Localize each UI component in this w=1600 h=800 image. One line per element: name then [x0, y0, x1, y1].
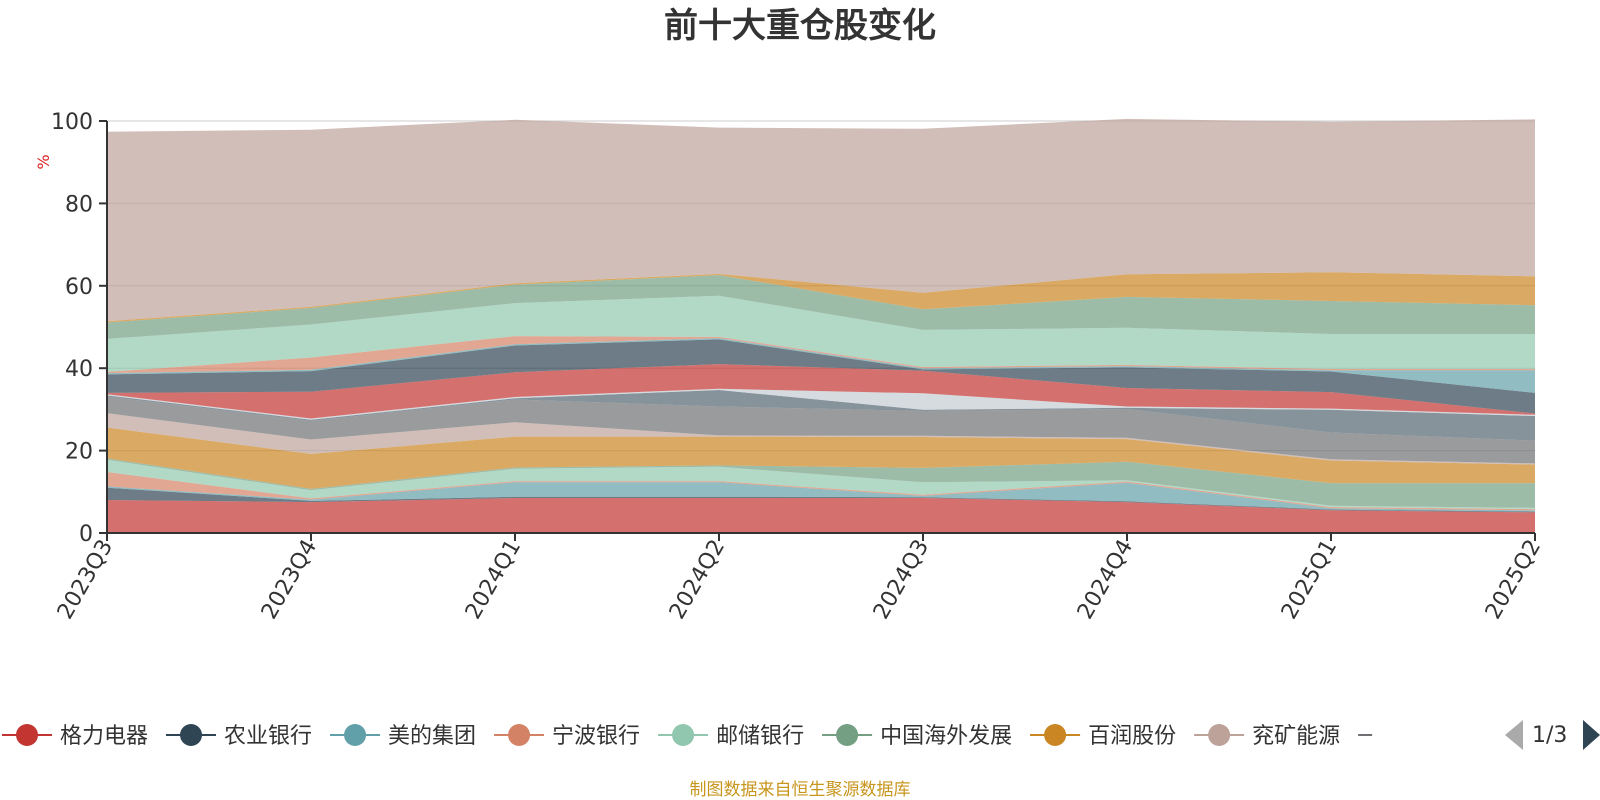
legend-marker-icon — [836, 724, 859, 746]
area-series-11 — [107, 364, 1535, 419]
legend-next-arrow-icon[interactable] — [1583, 720, 1600, 750]
legend-marker-icon — [16, 724, 38, 746]
area-series-1 — [107, 487, 1535, 513]
area-series-12 — [107, 339, 1535, 414]
x-tick-label: 2024Q1 — [461, 536, 526, 624]
legend-marker-icon — [508, 724, 531, 746]
legend-item[interactable]: 格力电器 — [2, 724, 148, 749]
area-series-14 — [107, 336, 1535, 374]
area-series-13 — [107, 338, 1535, 393]
x-tick-label: 2024Q2 — [665, 536, 730, 624]
x-tick-label: 2025Q2 — [1481, 536, 1546, 624]
area-series-4 — [107, 459, 1535, 510]
legend-label: 农业银行 — [224, 724, 312, 749]
x-tick-label: 2024Q3 — [869, 536, 934, 624]
area-series-18 — [107, 118, 1535, 322]
chart-title: 前十大重仓股变化 — [664, 6, 936, 46]
x-tick-label: 2023Q3 — [53, 536, 118, 624]
y-axis-unit: % — [34, 154, 53, 169]
area-series-9 — [107, 390, 1535, 441]
legend-label: 兖矿能源 — [1252, 724, 1340, 749]
y-tick-label: 20 — [65, 440, 93, 465]
x-tick-label: 2025Q1 — [1277, 536, 1342, 624]
area-series-16 — [107, 275, 1535, 339]
y-tick-label: 80 — [65, 192, 93, 217]
legend-marker-icon — [344, 724, 367, 746]
area-series-8 — [107, 396, 1535, 464]
legend: 格力电器 农业银行 美的集团 宁波银行 邮储银行 中国海外发展 百润股份 兖矿能源 — [2, 724, 1373, 749]
area-series-2 — [107, 482, 1535, 512]
area-series-6 — [107, 427, 1535, 489]
legend-item[interactable]: 农业银行 — [166, 724, 312, 749]
legend-item[interactable]: 宁波银行 — [494, 724, 640, 749]
area-series-10 — [107, 388, 1535, 420]
data-source-note: 制图数据来自恒生聚源数据库 — [690, 780, 911, 800]
y-tick-label: 60 — [65, 275, 93, 300]
area-series-0 — [107, 498, 1535, 533]
legend-item[interactable]: 百润股份 — [1030, 724, 1176, 749]
legend-marker-icon — [180, 724, 203, 746]
legend-label: 格力电器 — [60, 724, 148, 749]
legend-page-indicator: 1/3 — [1532, 723, 1567, 748]
x-tick-label: 2023Q4 — [257, 536, 322, 624]
area-series-7 — [107, 413, 1535, 465]
y-tick-label: 0 — [79, 522, 93, 547]
legend-item[interactable]: 兖矿能源 — [1194, 724, 1340, 749]
legend-item[interactable]: 美的集团 — [330, 724, 476, 749]
legend-label: 百润股份 — [1088, 724, 1176, 749]
legend-marker-icon — [672, 724, 695, 746]
legend-item[interactable]: 邮储银行 — [658, 724, 804, 749]
x-tick-label: 2024Q4 — [1073, 536, 1138, 624]
legend-label: 中国海外发展 — [880, 724, 1012, 749]
legend-marker-icon — [1208, 724, 1231, 746]
legend-prev-arrow-icon[interactable] — [1505, 720, 1523, 750]
legend-label: 宁波银行 — [552, 724, 640, 749]
area-series-17 — [107, 272, 1535, 323]
legend-label: 美的集团 — [388, 724, 476, 749]
legend-pager: 1/3 — [1505, 720, 1600, 750]
legend-marker-icon — [1044, 724, 1067, 746]
area-series-15 — [107, 295, 1535, 372]
y-tick-label: 40 — [65, 357, 93, 382]
area-series — [107, 118, 1535, 533]
y-tick-label: 100 — [51, 110, 93, 135]
area-series-5 — [107, 458, 1535, 508]
legend-label: 邮储银行 — [716, 724, 804, 749]
legend-item[interactable]: 中国海外发展 — [822, 724, 1012, 749]
